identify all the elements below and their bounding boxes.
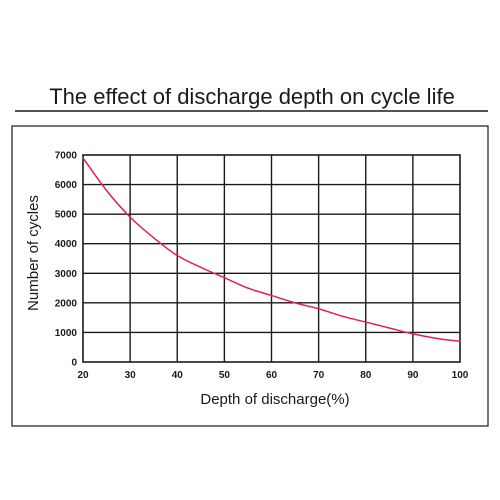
data-point [270, 294, 273, 297]
data-point [412, 333, 414, 335]
data-point [176, 254, 178, 257]
y-tick-label: 4000 [55, 239, 78, 250]
series-group [82, 157, 461, 343]
y-tick-label: 1000 [55, 328, 78, 339]
y-tick-label: 6000 [55, 180, 78, 191]
x-axis-label: Depth of discharge(%) [200, 391, 349, 408]
chart-title: The effect of discharge depth on cycle l… [49, 84, 455, 109]
data-point [105, 189, 108, 192]
x-tick-label: 90 [407, 370, 419, 381]
x-tick-label: 30 [125, 370, 137, 381]
grid [82, 154, 461, 363]
x-tick-label: 20 [77, 370, 89, 381]
data-point [247, 287, 249, 289]
y-tick-labels: 0 1000 2000 3000 4000 5000 6000 7000 [55, 151, 78, 369]
x-tick-label: 60 [266, 370, 278, 381]
data-point [153, 237, 155, 239]
data-point [294, 302, 296, 304]
y-tick-label: 3000 [55, 269, 78, 280]
data-point [200, 266, 202, 268]
y-tick-label: 7000 [55, 151, 78, 162]
data-point [365, 321, 367, 323]
y-tick-label: 5000 [55, 210, 78, 221]
data-point [318, 308, 320, 310]
x-tick-label: 50 [219, 370, 231, 381]
chart-frame [11, 125, 489, 427]
data-point [459, 340, 461, 342]
y-axis-label: Number of cycles [25, 195, 42, 311]
y-tick-label: 0 [71, 358, 77, 369]
x-tick-label: 40 [172, 370, 184, 381]
data-point [129, 216, 131, 218]
data-point [341, 315, 343, 317]
data-point [388, 327, 390, 329]
data-point [82, 157, 84, 159]
y-tick-label: 2000 [55, 298, 78, 309]
data-point [223, 277, 225, 279]
data-point [435, 337, 438, 339]
x-tick-label: 70 [313, 370, 325, 381]
x-tick-label: 80 [360, 370, 372, 381]
x-tick-label: 100 [452, 370, 469, 381]
x-tick-labels: 20 30 40 50 60 70 80 90 100 [77, 370, 468, 381]
